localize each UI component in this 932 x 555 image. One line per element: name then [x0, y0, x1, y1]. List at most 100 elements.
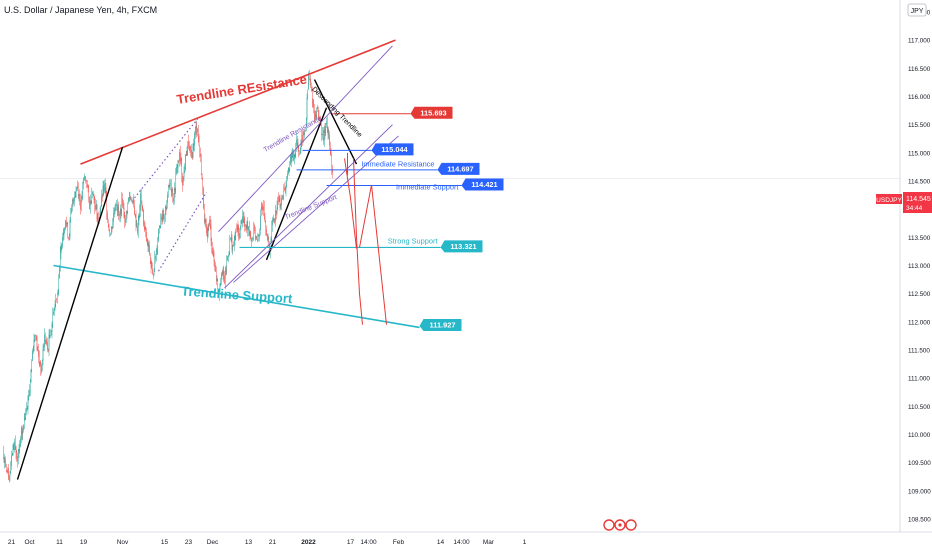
candle-body: [202, 179, 204, 189]
price-tag-115693-text: 115.693: [420, 108, 446, 117]
candle-body: [218, 289, 219, 295]
y-tick-label: 109.000: [908, 488, 931, 495]
candle-body: [66, 222, 68, 225]
candle-body: [263, 206, 264, 211]
candle-body: [50, 331, 52, 336]
candle-body: [167, 194, 168, 203]
candle-body: [107, 213, 108, 221]
candle-body: [170, 183, 172, 192]
candle-body: [214, 260, 216, 266]
candle-body: [126, 211, 128, 214]
candle-body: [57, 289, 59, 293]
candle-body: [223, 271, 225, 276]
candle-body: [246, 221, 248, 229]
uk-flag-event-icon[interactable]: [625, 519, 637, 531]
x-tick-label: 13: [245, 539, 253, 546]
candle-body: [125, 218, 126, 223]
candle-body: [230, 237, 232, 239]
candle-body: [94, 200, 96, 210]
candle-body: [191, 149, 192, 159]
candle-body: [305, 119, 307, 131]
candle-body: [101, 196, 102, 208]
candle-body: [213, 252, 215, 261]
candle-body: [71, 200, 73, 208]
candle-body: [230, 238, 231, 240]
candle-body: [217, 279, 219, 290]
candle-body: [330, 150, 332, 156]
candle-body: [302, 132, 304, 141]
candle-body: [199, 145, 201, 154]
candle-body: [268, 237, 270, 245]
candle-body: [261, 207, 263, 209]
candle-body: [315, 114, 317, 118]
candle-body: [182, 175, 183, 186]
candle-body: [313, 102, 315, 111]
candle-body: [327, 126, 329, 136]
y-tick-label: 111.000: [908, 376, 930, 383]
candle-body: [148, 244, 150, 247]
purple-channel-lower: [224, 124, 393, 289]
candle-body: [284, 187, 285, 191]
candle-body: [221, 273, 223, 275]
candle-body: [56, 292, 58, 300]
candle-body: [289, 164, 291, 169]
candle-body: [85, 176, 87, 180]
candle-body: [200, 156, 202, 174]
candle-body: [140, 193, 142, 205]
candle-body: [134, 214, 136, 215]
candle-body: [216, 279, 218, 281]
candle-body: [54, 304, 56, 310]
candle-body: [318, 115, 320, 121]
price-tag-113321: 113.321: [440, 240, 483, 253]
candle-body: [292, 152, 294, 155]
candle-body: [100, 207, 102, 213]
candle-body: [235, 228, 237, 235]
candle-body: [173, 197, 174, 202]
candle-body: [74, 196, 75, 202]
candle-body: [288, 168, 290, 172]
candle-body: [273, 218, 275, 220]
candle-body: [33, 339, 35, 351]
candle-body: [172, 188, 174, 198]
candle-body: [314, 110, 315, 122]
price-tag-111927: 111.927: [419, 318, 462, 331]
x-tick-label: 14:00: [453, 539, 470, 546]
candle-body: [291, 154, 293, 161]
candle-body: [175, 173, 177, 192]
candle-body: [228, 251, 230, 256]
candle-body: [122, 206, 124, 209]
x-tick-label: Mar: [483, 539, 495, 546]
candle-body: [117, 206, 119, 212]
candle-body: [24, 417, 26, 420]
candle-body: [75, 191, 77, 198]
purple-channel-upper: [218, 45, 393, 233]
candle-body: [209, 220, 210, 226]
candle-body: [32, 350, 33, 361]
candle-body: [73, 201, 75, 202]
candle-body: [72, 200, 74, 202]
candle-body: [152, 268, 153, 274]
candle-body: [62, 234, 64, 238]
candle-body: [23, 424, 24, 431]
y-tick-label: 115.500: [908, 122, 931, 129]
event-flags[interactable]: [603, 519, 637, 531]
candle-body: [89, 200, 91, 210]
candle-body: [197, 128, 198, 133]
drawings-layer: [16, 39, 462, 480]
candle-body: [266, 229, 267, 236]
candle-body: [204, 219, 206, 222]
candle-body: [252, 238, 254, 240]
candle-body: [80, 197, 82, 210]
candle-body: [138, 213, 140, 221]
candle-body: [106, 196, 108, 214]
price-tag-114421-bg: [461, 178, 504, 191]
candle-body: [98, 218, 99, 220]
candle-body: [142, 209, 144, 210]
candle-body: [259, 230, 261, 236]
us-flag-event-icon[interactable]: [603, 519, 615, 531]
candle-body: [251, 238, 252, 242]
candle-body: [257, 239, 258, 242]
y-tick-label: 108.500: [908, 517, 931, 524]
candle-body: [203, 188, 204, 209]
